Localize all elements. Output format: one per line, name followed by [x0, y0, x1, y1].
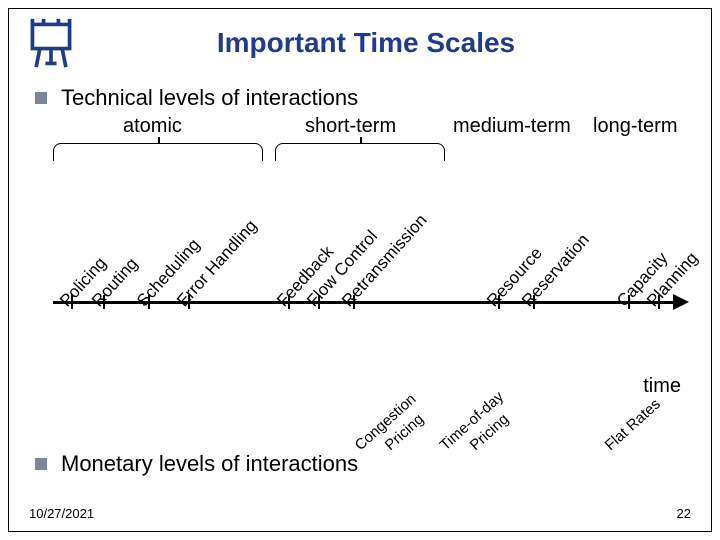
monetary-diagram: time CongestionPricingTime-of-dayPricing…: [53, 375, 689, 451]
footer: 10/27/2021 22: [29, 506, 691, 521]
footer-page: 22: [677, 506, 691, 521]
time-label: time: [643, 375, 681, 398]
title-row: Important Time Scales: [9, 9, 711, 75]
bullet-1-text: Technical levels of interactions: [61, 85, 358, 111]
bullet-1: Technical levels of interactions: [9, 75, 711, 111]
scale-label-medium: medium-term: [453, 115, 571, 138]
logo-icon: [23, 17, 79, 69]
below-item: Flat Rates: [602, 396, 664, 454]
brace-short: [275, 143, 445, 161]
bullet-2-text: Monetary levels of interactions: [61, 451, 358, 477]
brace-atomic: [53, 143, 263, 161]
bullet-square-icon: [35, 92, 47, 104]
scale-label-long: long-term: [593, 115, 677, 138]
scale-label-short: short-term: [305, 115, 396, 138]
bullet-square-icon: [35, 458, 47, 470]
slide-title: Important Time Scales: [79, 27, 653, 59]
scale-label-atomic: atomic: [123, 115, 182, 138]
timescale-diagram: atomicshort-termmedium-termlong-termPoli…: [53, 115, 689, 375]
timeline-arrow-head-icon: [673, 294, 689, 310]
bullet-2: Monetary levels of interactions: [9, 451, 711, 477]
footer-date: 10/27/2021: [29, 506, 94, 521]
